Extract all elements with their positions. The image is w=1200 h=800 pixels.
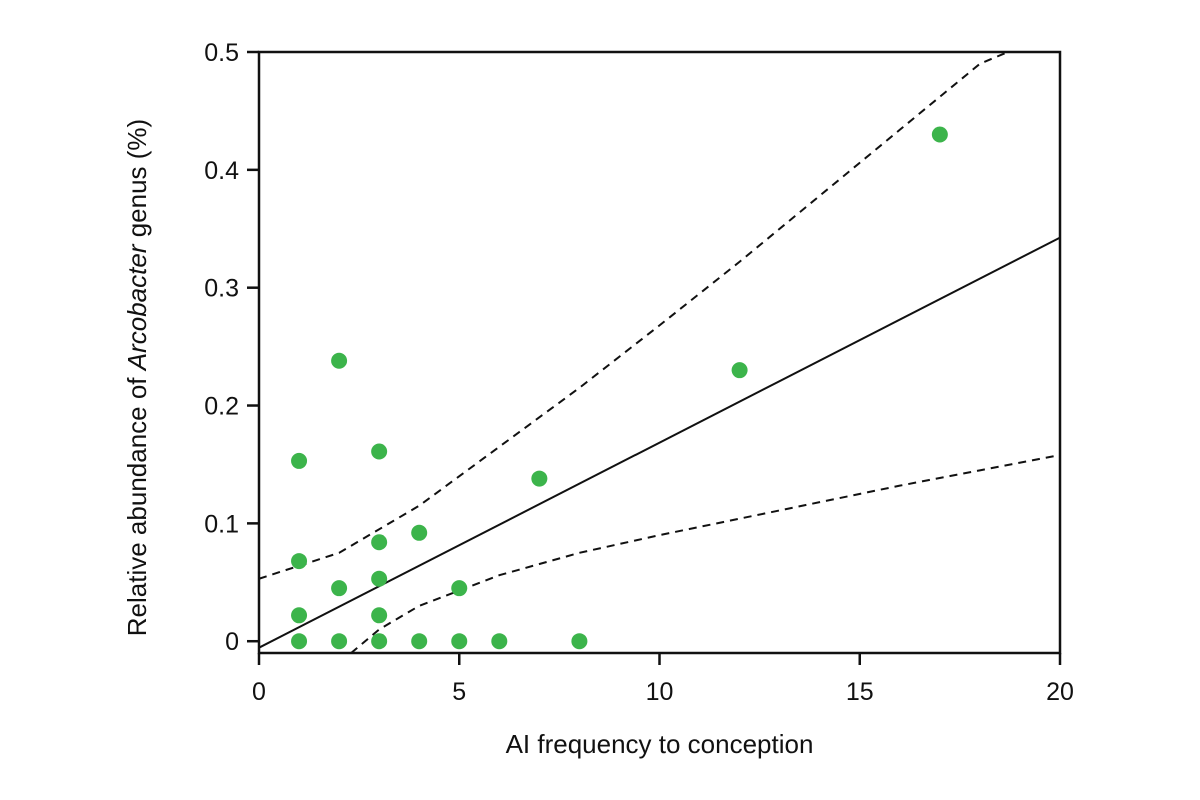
- x-tick-label: 10: [646, 678, 674, 706]
- x-tick-label: 20: [1046, 678, 1074, 706]
- data-point: [331, 352, 348, 369]
- y-tick-label: 0.1: [204, 510, 239, 538]
- data-point: [571, 633, 588, 650]
- y-tick-label: 0: [225, 628, 239, 656]
- data-point: [411, 633, 428, 650]
- y-axis-title: Relative abundance of Arcobacter genus (…: [122, 119, 152, 636]
- data-point: [291, 452, 308, 469]
- y-tick-label: 0.2: [204, 393, 239, 421]
- data-point: [371, 443, 388, 460]
- data-point: [371, 570, 388, 587]
- data-point: [451, 633, 468, 650]
- data-points: [291, 126, 948, 650]
- y-tick-label: 0.5: [204, 39, 239, 67]
- confidence-band-upper: [258, 51, 1009, 580]
- data-point: [291, 607, 308, 624]
- data-point: [331, 633, 348, 650]
- data-point: [371, 607, 388, 624]
- data-point: [451, 580, 468, 597]
- x-tick-label: 0: [252, 678, 266, 706]
- data-point: [411, 524, 428, 541]
- data-point: [491, 633, 508, 650]
- y-tick-label: 0.4: [204, 157, 239, 185]
- y-axis-title-genus: Arcobacter: [122, 243, 152, 372]
- y-axis-title-suffix: genus (%): [122, 119, 152, 245]
- data-point: [371, 633, 388, 650]
- data-point: [291, 633, 308, 650]
- axis-ticks: 0 5 10 15 20 0 0.1 0.2 0.3 0.4 0.5: [204, 39, 1074, 706]
- data-point: [931, 126, 948, 143]
- data-point: [371, 534, 388, 551]
- x-axis-title: AI frequency to conception: [506, 729, 814, 759]
- data-point: [531, 470, 548, 487]
- x-tick-label: 5: [452, 678, 466, 706]
- data-point: [331, 580, 348, 597]
- confidence-band-lower: [350, 454, 1061, 654]
- regression-line: [258, 236, 1061, 649]
- y-axis-title-prefix: Relative abundance of: [122, 370, 152, 636]
- data-point: [291, 553, 308, 570]
- fit-lines: [258, 51, 1061, 654]
- data-point: [731, 362, 748, 379]
- x-tick-label: 15: [846, 678, 874, 706]
- y-tick-label: 0.3: [204, 275, 239, 303]
